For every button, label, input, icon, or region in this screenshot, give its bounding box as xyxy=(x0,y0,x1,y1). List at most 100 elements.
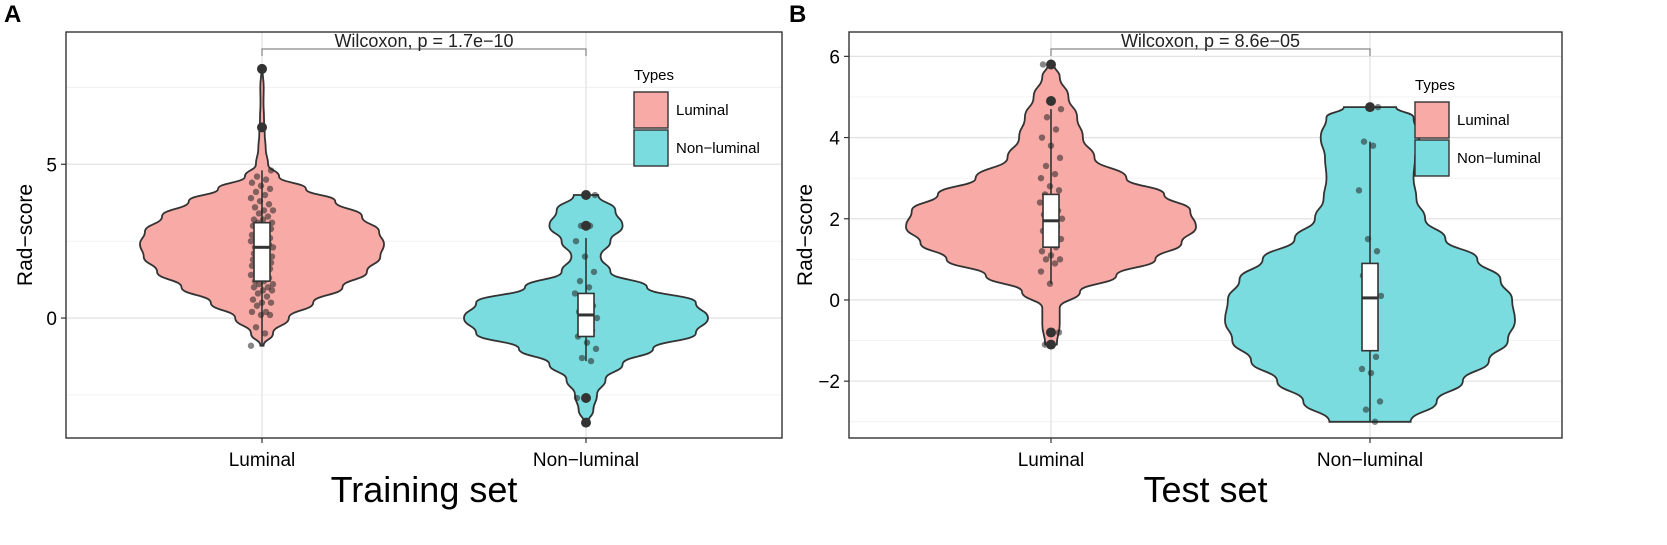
boxplot-box-nonluminal xyxy=(1361,262,1379,352)
data-point-nonluminal xyxy=(571,290,579,297)
legend-b: Types Luminal Non−luminal xyxy=(1414,77,1541,177)
legend-title-a: Types xyxy=(634,67,674,84)
data-point-luminal xyxy=(1046,183,1054,190)
data-point-luminal xyxy=(252,188,260,196)
data-point-luminal xyxy=(257,182,265,189)
outlier-point-nonluminal xyxy=(581,417,591,428)
wilcoxon-bracket-b xyxy=(1050,48,1371,56)
data-point-luminal xyxy=(259,216,267,223)
data-point-luminal xyxy=(267,167,275,174)
data-point-luminal xyxy=(1042,162,1050,170)
data-point-luminal xyxy=(261,330,269,337)
data-point-luminal xyxy=(252,324,260,331)
data-point-luminal xyxy=(250,216,258,223)
data-point-nonluminal xyxy=(1364,235,1372,243)
data-point-luminal xyxy=(1051,260,1059,267)
data-point-luminal xyxy=(1046,280,1054,287)
data-point-luminal xyxy=(269,281,277,288)
wilcoxon-label-b: Wilcoxon, p = 8.6e−05 xyxy=(1121,31,1300,51)
data-point-luminal xyxy=(1036,199,1044,206)
data-point-luminal xyxy=(1056,154,1064,162)
data-point-luminal xyxy=(1038,248,1046,255)
data-point-nonluminal xyxy=(1369,142,1377,149)
legend-key-nonluminal-b xyxy=(1414,139,1450,177)
legend-label-luminal-b: Luminal xyxy=(1457,112,1510,129)
data-point-luminal xyxy=(261,191,269,199)
data-point-nonluminal xyxy=(1373,248,1381,255)
data-point-luminal xyxy=(1043,114,1051,121)
data-point-nonluminal xyxy=(576,277,584,285)
data-point-nonluminal xyxy=(1367,369,1375,377)
data-point-luminal xyxy=(1058,215,1066,222)
data-point-nonluminal xyxy=(1360,138,1368,145)
outlier-point-nonluminal xyxy=(581,393,591,404)
data-point-luminal xyxy=(259,287,267,294)
x-tick-label-nonluminal: Non−luminal xyxy=(533,450,639,471)
data-point-nonluminal xyxy=(590,268,598,276)
legend-key-luminal-b xyxy=(1414,101,1450,139)
panel-b: B −2 0 2 4 6 Luminal Non−luminal Wilcoxon, p … xyxy=(789,1,1563,510)
data-point-luminal xyxy=(1055,329,1063,336)
y-tick-label: 4 xyxy=(829,129,840,150)
data-point-luminal xyxy=(264,284,272,291)
data-point-nonluminal xyxy=(1377,292,1385,300)
outlier-point-nonluminal xyxy=(581,220,591,231)
data-point-luminal xyxy=(250,284,258,291)
data-point-luminal xyxy=(247,342,255,349)
data-point-luminal xyxy=(247,237,255,245)
violins-a xyxy=(139,63,709,428)
panel-a: A 05 Luminal Non−luminal Wilcoxon, p = 1.… xyxy=(4,1,783,510)
y-tick-label: −2 xyxy=(818,372,840,393)
data-point-luminal xyxy=(1039,61,1047,68)
x-ticks-a: Luminal Non−luminal xyxy=(229,438,639,471)
legend-a: Types Luminal Non−luminal xyxy=(633,67,760,167)
data-point-luminal xyxy=(266,185,274,193)
data-point-luminal xyxy=(1056,256,1064,263)
data-point-nonluminal xyxy=(591,191,599,199)
data-point-nonluminal xyxy=(1362,406,1370,413)
data-point-luminal xyxy=(256,197,264,205)
data-point-luminal xyxy=(251,204,259,211)
x-tick-label-luminal: Luminal xyxy=(229,450,296,471)
data-point-luminal xyxy=(247,271,255,279)
plot-border-b xyxy=(848,31,1563,439)
x-tick-label-luminal: Luminal xyxy=(1018,450,1085,471)
data-point-luminal xyxy=(1051,170,1059,178)
x-axis-title-b: Test set xyxy=(1143,469,1267,510)
legend-label-luminal-a: Luminal xyxy=(676,102,729,119)
data-point-nonluminal xyxy=(587,357,595,365)
data-point-luminal xyxy=(1047,142,1055,149)
data-point-nonluminal xyxy=(1358,365,1366,373)
data-point-luminal xyxy=(254,290,262,297)
data-point-nonluminal xyxy=(1371,418,1379,425)
y-ticks-b: −2 0 2 4 6 xyxy=(818,47,849,393)
data-point-luminal xyxy=(260,207,268,214)
y-tick-label: 0 xyxy=(829,291,840,312)
data-point-luminal xyxy=(263,293,271,300)
data-point-luminal xyxy=(247,194,255,202)
panel-letter-a: A xyxy=(4,1,21,28)
data-point-luminal xyxy=(258,299,266,306)
data-point-luminal xyxy=(248,308,256,316)
y-tick-label: 2 xyxy=(829,210,840,231)
data-point-luminal xyxy=(1055,187,1063,194)
legend-label-nonluminal-b: Non−luminal xyxy=(1457,150,1541,167)
data-point-luminal xyxy=(1047,252,1055,259)
y-axis-title-a: Rad−score xyxy=(14,184,37,286)
outlier-point-luminal xyxy=(1046,96,1056,107)
x-ticks-b: Luminal Non−luminal xyxy=(1018,438,1423,471)
data-point-luminal xyxy=(262,308,270,316)
outlier-point-luminal xyxy=(257,63,267,74)
boxplot-box-luminal xyxy=(253,221,271,282)
data-point-nonluminal xyxy=(573,394,581,402)
data-point-nonluminal xyxy=(585,284,593,291)
plot-border-a xyxy=(65,31,783,439)
y-tick-label: 0 xyxy=(46,309,57,330)
legend-key-luminal-a xyxy=(633,91,669,129)
data-point-luminal xyxy=(265,201,273,208)
violins-b xyxy=(905,59,1516,425)
legend-title-b: Types xyxy=(1415,77,1455,94)
outlier-point-luminal xyxy=(1046,327,1056,338)
data-point-luminal xyxy=(267,299,275,306)
data-point-luminal xyxy=(257,311,265,319)
